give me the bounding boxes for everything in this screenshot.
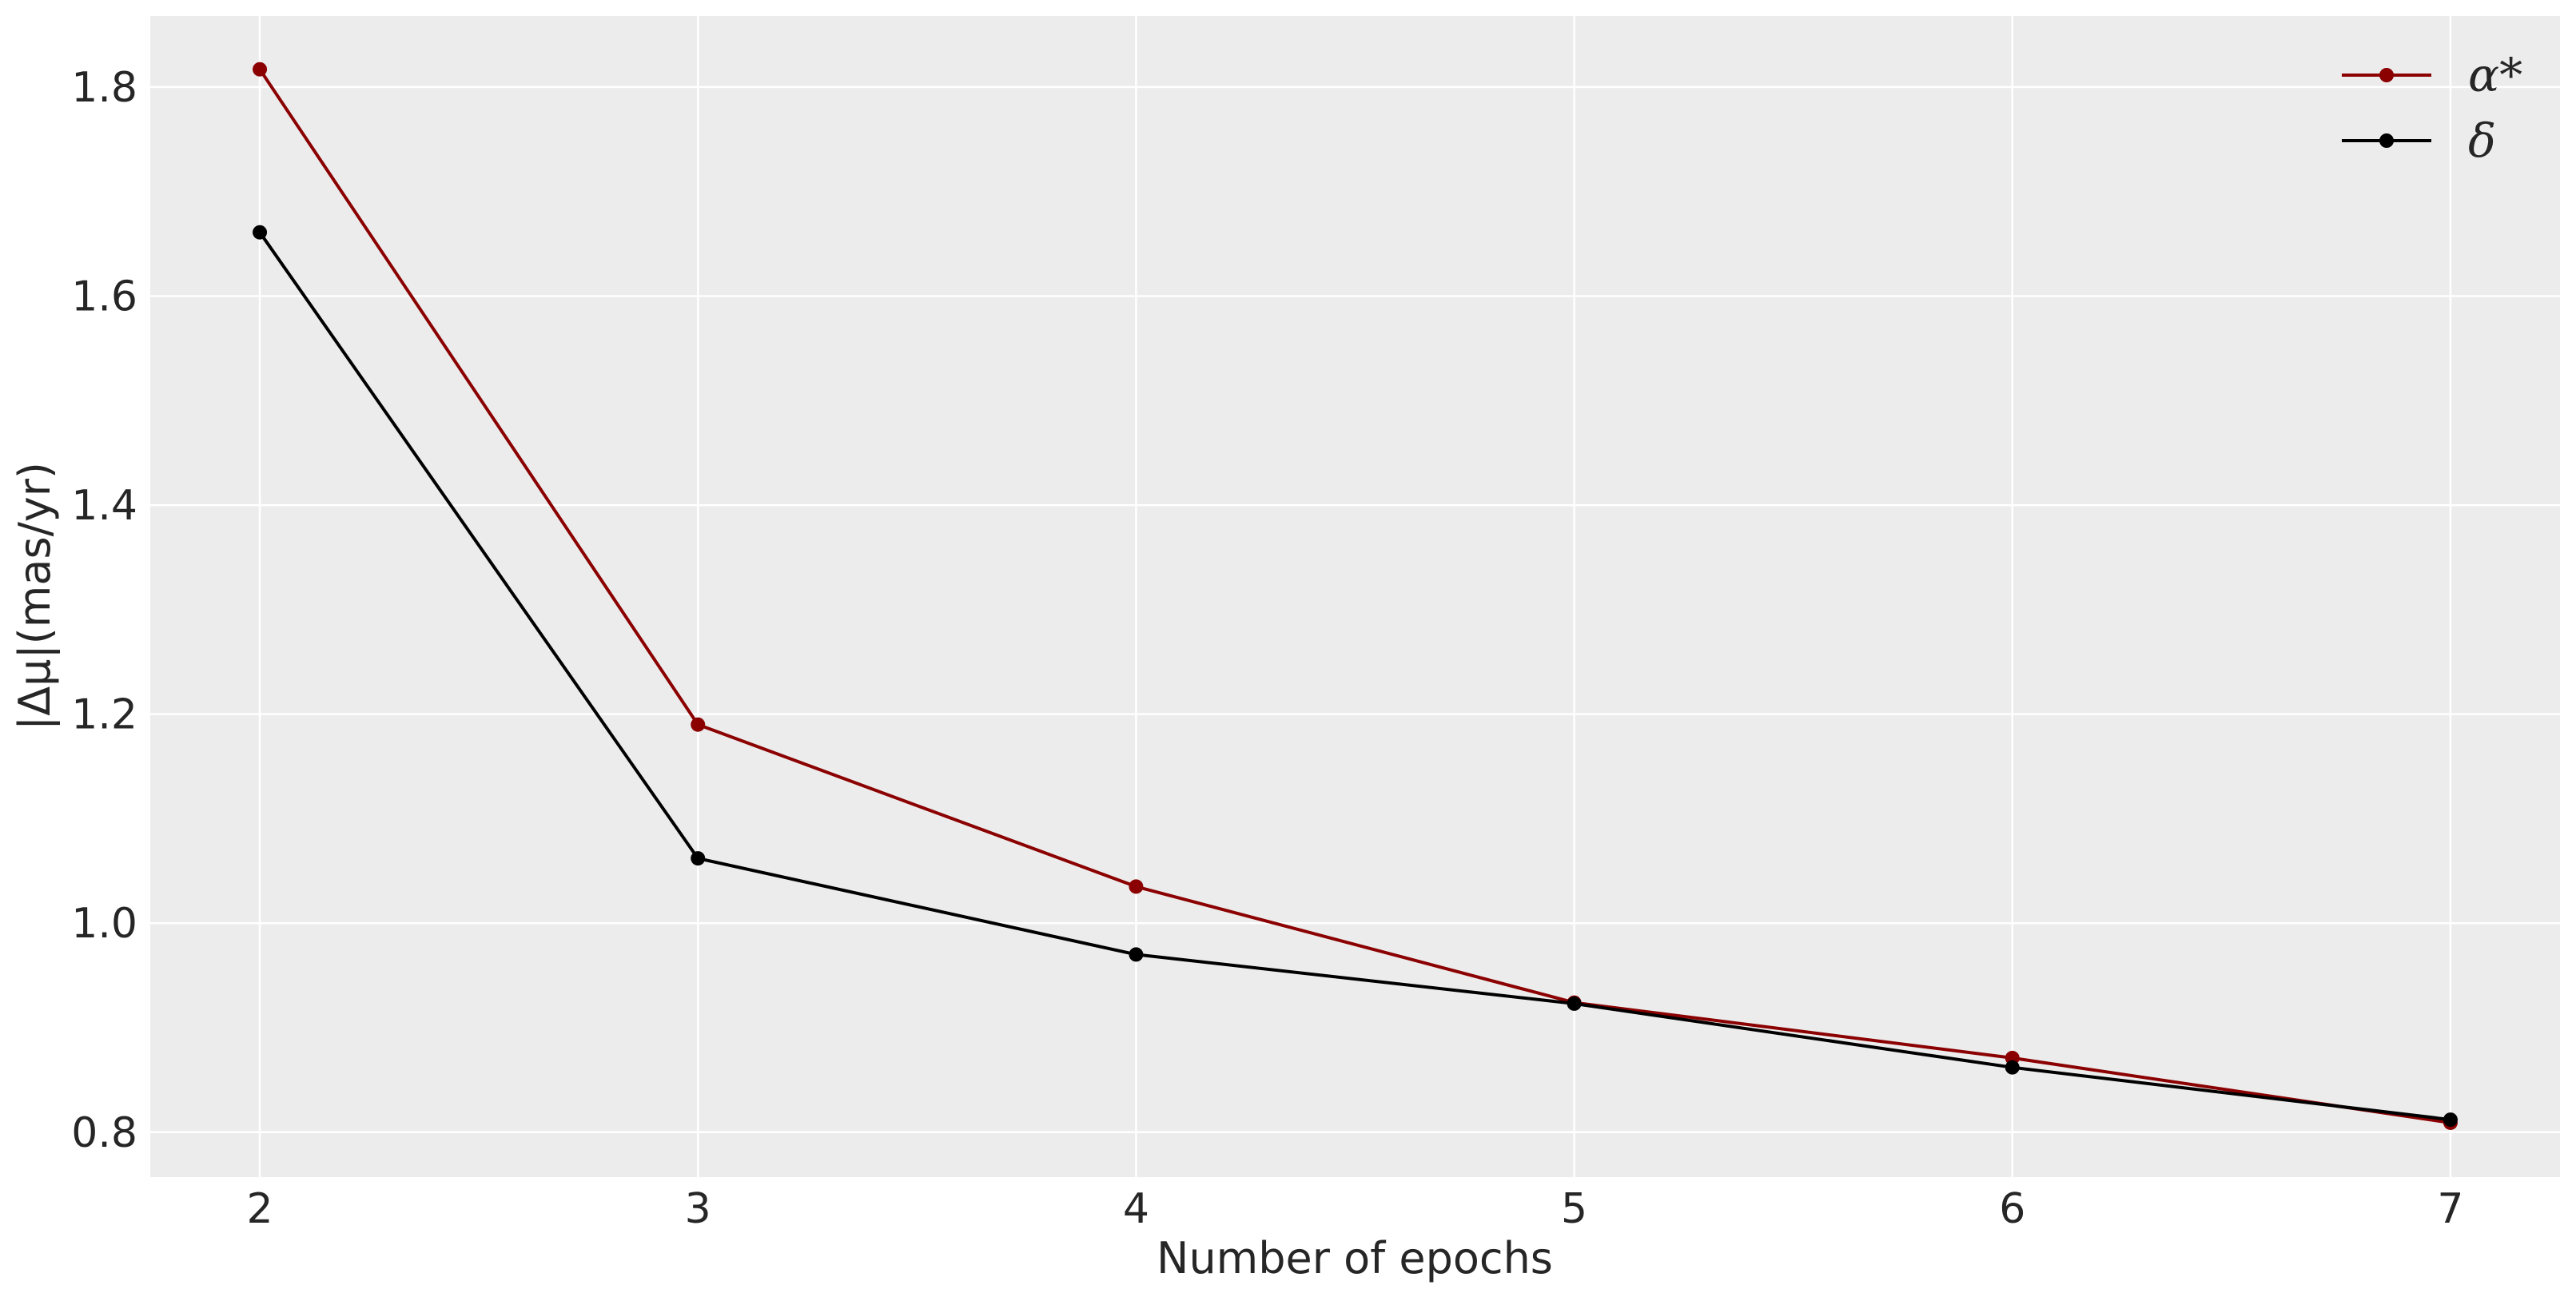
y-tick-label: 1.6 [71,273,137,320]
x-tick-label: 3 [685,1185,711,1233]
data-point [691,851,706,866]
x-axis-ticks: 2 3 4 5 6 7 [246,1185,2463,1233]
data-point [253,225,268,240]
y-tick-label: 0.8 [71,1109,137,1157]
x-tick-label: 6 [1999,1185,2025,1233]
legend-label-alpha: α* [2468,48,2522,102]
data-point [1129,879,1144,894]
x-tick-label: 2 [246,1185,273,1233]
x-axis-label: Number of epochs [1157,1233,1553,1283]
data-point [691,717,706,732]
legend-marker-alpha [2379,68,2394,82]
y-tick-label: 1.4 [71,482,137,530]
data-point [253,62,268,77]
y-axis-label: |Δμ|(mas/yr) [10,462,60,730]
series-layer [253,62,2458,1130]
legend: α* δ [2342,48,2522,168]
x-tick-label: 5 [1561,1185,1587,1233]
legend-entry-alpha: α* [2342,48,2522,102]
x-tick-label: 4 [1123,1185,1149,1233]
series-delta [253,225,2458,1128]
data-point [1129,947,1144,962]
y-tick-label: 1.0 [71,900,137,948]
data-point [2005,1060,2020,1075]
y-tick-label: 1.2 [71,691,137,739]
y-axis-ticks: 0.8 1.0 1.2 1.4 1.6 1.8 [71,64,137,1157]
y-tick-label: 1.8 [71,64,137,112]
data-point [2443,1112,2458,1128]
plot-area [150,16,2560,1177]
series-line [258,68,2451,1124]
legend-label-delta: δ [2468,113,2496,168]
x-tick-label: 7 [2437,1185,2463,1233]
grid [150,16,2560,1177]
legend-entry-delta: δ [2342,113,2496,168]
series-line [258,231,2451,1122]
data-point [1567,996,1582,1011]
legend-marker-delta [2379,133,2394,148]
